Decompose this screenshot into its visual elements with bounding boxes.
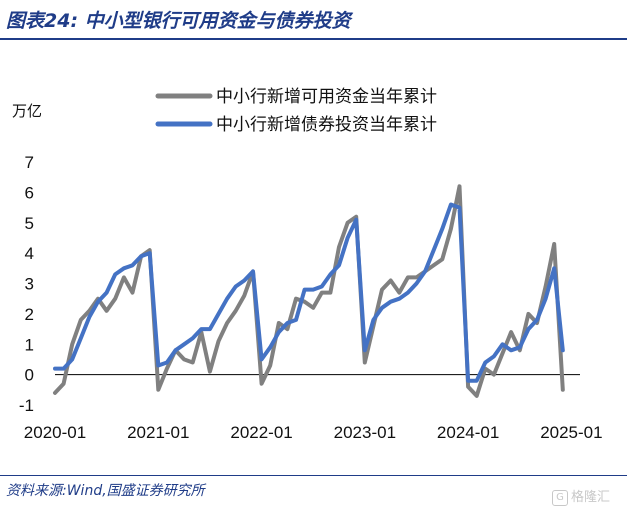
x-tick-label: 2020-01: [24, 423, 86, 442]
series-line-1: [53, 184, 565, 398]
y-tick-label: 0: [25, 366, 34, 385]
x-tick-label: 2021-01: [127, 423, 189, 442]
y-tick-label: 7: [25, 153, 34, 172]
footer-divider: [0, 475, 627, 476]
y-tick-label: 6: [25, 183, 34, 202]
chart-axes: -1 0 1 2 3 4 5 6 7 2020-01 2021-01 2022-01 2023-01 20…: [19, 153, 603, 442]
x-tick-label: 2024-01: [437, 423, 499, 442]
legend-label-1: 中小行新增可用资金当年累计: [216, 87, 437, 107]
y-tick-label: 1: [25, 335, 34, 354]
x-tick-label: 2025-01: [540, 423, 602, 442]
y-tick-label: 4: [25, 244, 34, 263]
figure-title: 图表24: 中小型银行可用资金与债券投资: [6, 10, 351, 32]
y-tick-label: -1: [19, 396, 34, 415]
title-divider: [0, 38, 627, 40]
x-tick-label: 2022-01: [230, 423, 292, 442]
watermark: G 格隆汇: [552, 486, 610, 506]
source-note: 资料来源:Wind,国盛证券研究所: [6, 483, 205, 499]
y-tick-label: 3: [25, 275, 34, 294]
chart-series: [53, 184, 565, 398]
legend-label-2: 中小行新增债券投资当年累计: [216, 115, 437, 135]
y-axis-unit: 万亿: [12, 102, 43, 120]
watermark-logo-icon: G: [552, 489, 568, 506]
watermark-text: 格隆汇: [571, 490, 611, 505]
series-line-2: [53, 202, 565, 383]
x-tick-label: 2023-01: [334, 423, 396, 442]
y-tick-label: 5: [25, 214, 34, 233]
line-chart: -1 0 1 2 3 4 5 6 7 2020-01 2021-01 2022-01 2023-01 20…: [19, 87, 603, 442]
y-tick-label: 2: [25, 305, 34, 324]
